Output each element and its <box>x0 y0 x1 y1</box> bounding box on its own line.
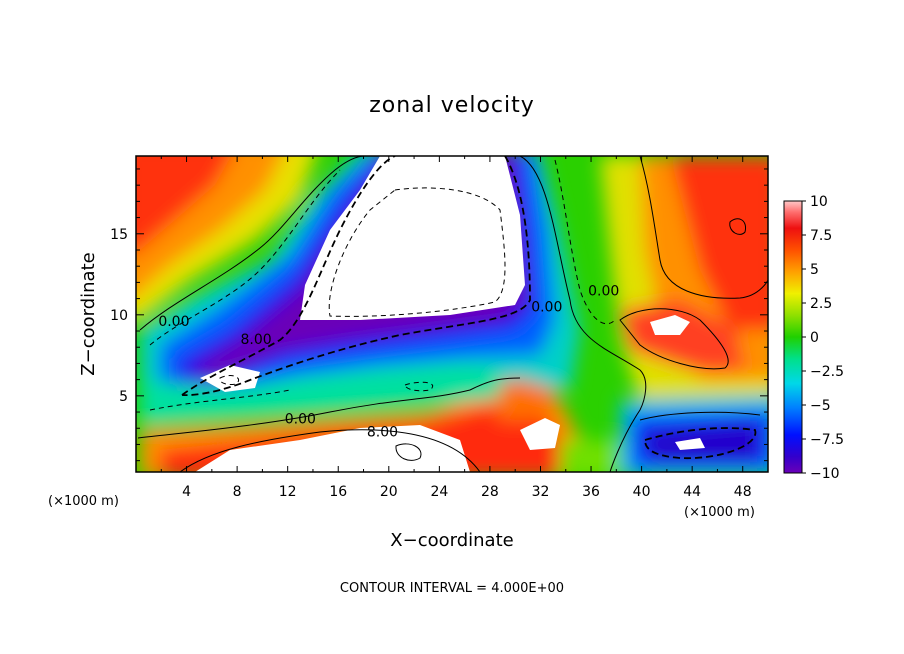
plot-area <box>136 156 768 472</box>
plot-frame <box>135 155 769 473</box>
colorbar-tick-label: −5 <box>810 398 831 414</box>
colorbar-ticks: 10 7.5 5 2.5 0 −2.5 −5 −7.5 −10 <box>802 194 844 482</box>
contour-interval-note: CONTOUR INTERVAL = 4.000E+00 <box>340 581 564 596</box>
chart-title: zonal velocity <box>369 93 535 118</box>
x-tick-label: 12 <box>279 484 297 500</box>
x-axis-label: X−coordinate <box>390 530 513 551</box>
x-tick-label: 20 <box>380 484 398 500</box>
colorbar-tick-label: 5 <box>810 262 819 278</box>
colorbar-tick-label: 10 <box>810 194 828 210</box>
contour-label: 0.00 <box>285 411 316 427</box>
contour-label: 0.00 <box>158 314 189 330</box>
colorbar-tick-label: 7.5 <box>810 228 832 244</box>
colorbar: 10 7.5 5 2.5 0 −2.5 −5 −7.5 −10 <box>783 194 844 482</box>
x-tick-label: 32 <box>532 484 550 500</box>
y-tick-label: 5 <box>119 389 128 405</box>
x-tick-label: 48 <box>734 484 752 500</box>
y-tick-label: 15 <box>110 227 128 243</box>
colorbar-tick-label: 2.5 <box>810 296 832 312</box>
x-tick-label: 16 <box>329 484 347 500</box>
x-tick-label: 4 <box>182 484 191 500</box>
x-tick-label: 40 <box>633 484 651 500</box>
x-tick-label: 36 <box>582 484 600 500</box>
y-axis-label: Z−coordinate <box>78 252 99 375</box>
colorbar-tick-label: −7.5 <box>810 432 844 448</box>
y-axis-ticks: 5 10 15 <box>110 168 768 462</box>
colorbar-tick-label: −2.5 <box>810 364 844 380</box>
x-tick-label: 44 <box>683 484 701 500</box>
colorbar-tick-label: 0 <box>810 330 819 346</box>
contour-label: 8.00 <box>240 332 271 348</box>
contour-label: 0.00 <box>531 300 562 316</box>
x-tick-label: 28 <box>481 484 499 500</box>
y-tick-label: 10 <box>110 308 128 324</box>
contour-label: 8.00 <box>367 424 398 440</box>
x-unit-right: (×1000 m) <box>684 505 755 520</box>
contour-label: 0.00 <box>588 283 619 299</box>
colorbar-gradient <box>783 200 803 474</box>
x-axis-ticks: 4 8 12 16 20 24 28 32 36 40 44 48 <box>160 156 752 500</box>
x-unit-left: (×1000 m) <box>48 494 119 509</box>
colorbar-tick-label: −10 <box>810 466 840 482</box>
contour-labels: 0.00 8.00 0.00 8.00 0.00 0.00 <box>158 283 619 440</box>
x-tick-label: 8 <box>233 484 242 500</box>
x-tick-label: 24 <box>430 484 448 500</box>
